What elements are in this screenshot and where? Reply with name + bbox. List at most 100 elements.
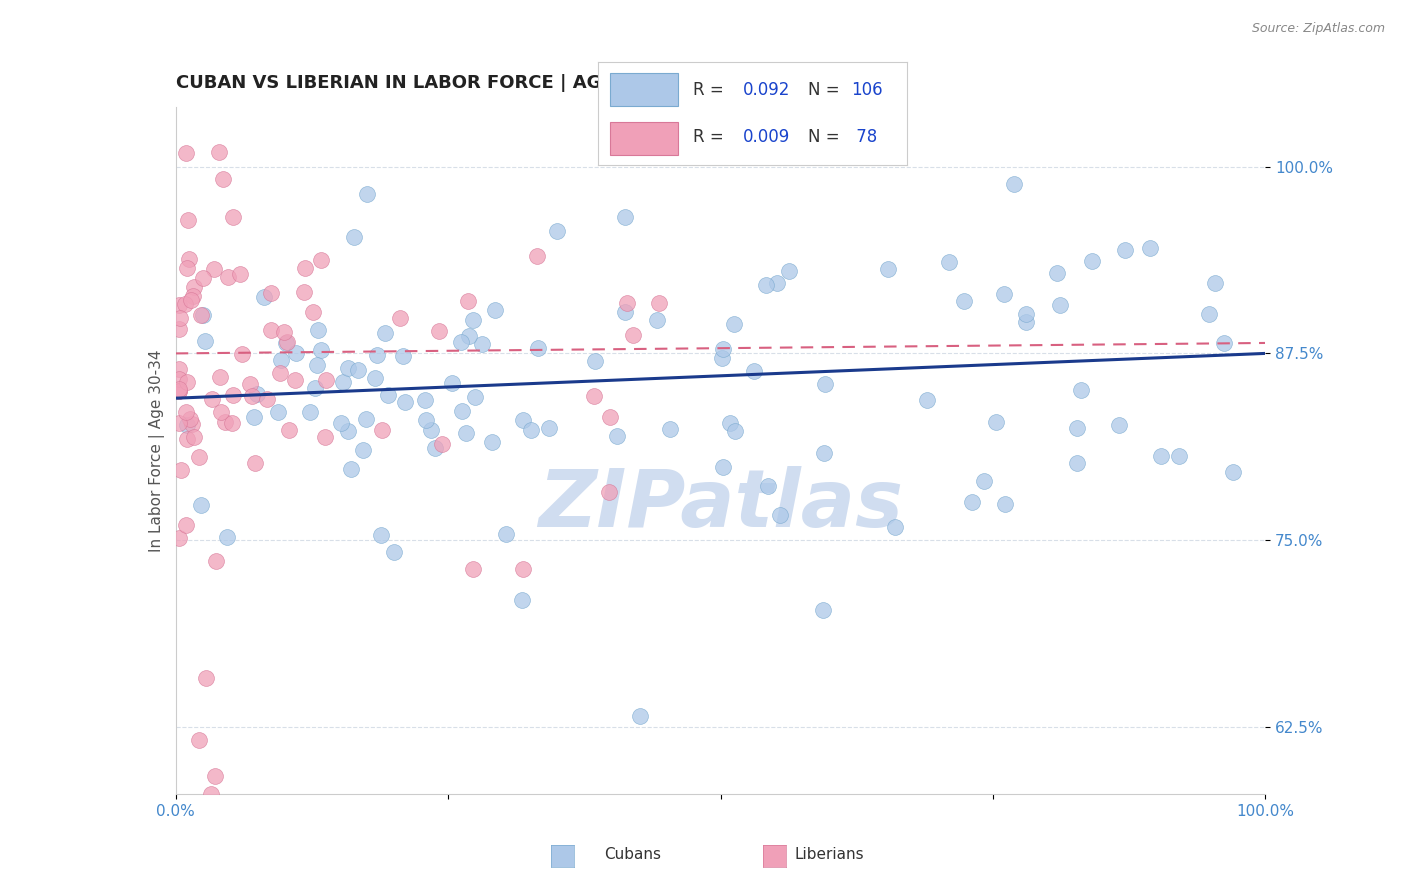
Point	[169, 311, 191, 326]
Point	[176, 432, 198, 446]
Point	[1070, 383, 1092, 397]
Point	[546, 224, 568, 238]
Point	[212, 171, 235, 186]
Point	[394, 395, 416, 409]
Point	[938, 255, 960, 269]
Point	[299, 405, 322, 419]
Point	[260, 323, 283, 337]
Point	[526, 249, 548, 263]
Point	[309, 253, 332, 268]
Point	[188, 450, 211, 465]
Point	[346, 362, 368, 376]
Text: 106: 106	[851, 81, 883, 99]
Point	[260, 286, 283, 301]
Point	[960, 495, 983, 509]
Point	[191, 271, 214, 285]
Point	[340, 462, 363, 476]
Point	[463, 313, 485, 327]
Point	[427, 324, 450, 338]
Point	[512, 413, 534, 427]
Point	[194, 334, 217, 349]
Point	[481, 434, 503, 449]
Point	[294, 260, 316, 275]
Point	[1150, 449, 1173, 463]
Point	[374, 326, 396, 340]
Point	[1222, 465, 1244, 479]
Point	[599, 410, 621, 425]
Point	[356, 187, 378, 202]
Text: N =: N =	[808, 81, 845, 99]
Point	[337, 425, 360, 439]
Point	[389, 310, 412, 325]
Point	[1066, 421, 1088, 435]
Point	[167, 362, 190, 376]
Point	[343, 230, 366, 244]
Point	[273, 326, 295, 340]
Text: Cubans: Cubans	[605, 847, 662, 862]
Point	[276, 334, 298, 349]
Point	[222, 210, 245, 224]
Point	[1081, 254, 1104, 268]
Point	[527, 341, 550, 355]
Point	[176, 405, 198, 419]
Point	[614, 210, 637, 224]
Text: 0.092: 0.092	[742, 81, 790, 99]
Point	[537, 421, 560, 435]
Point	[167, 384, 190, 398]
Point	[190, 498, 212, 512]
Point	[183, 279, 205, 293]
Point	[270, 353, 292, 368]
Point	[364, 370, 387, 384]
Y-axis label: In Labor Force | Age 30-34: In Labor Force | Age 30-34	[149, 349, 165, 552]
Point	[778, 264, 800, 278]
Point	[1014, 315, 1036, 329]
Point	[202, 262, 225, 277]
Point	[221, 416, 243, 430]
Point	[305, 358, 328, 372]
Text: R =: R =	[693, 81, 730, 99]
Point	[176, 417, 198, 432]
Point	[423, 441, 446, 455]
Point	[174, 146, 197, 161]
Point	[1139, 241, 1161, 255]
Point	[269, 366, 291, 380]
Point	[583, 389, 606, 403]
Point	[314, 430, 336, 444]
Point	[214, 415, 236, 429]
Point	[176, 261, 198, 276]
Point	[994, 497, 1017, 511]
Point	[813, 446, 835, 460]
Text: N =: N =	[808, 128, 845, 146]
Point	[167, 372, 190, 386]
Point	[183, 430, 205, 444]
Point	[457, 294, 479, 309]
Bar	[610, 73, 678, 105]
Point	[454, 425, 477, 440]
Point	[215, 530, 238, 544]
Point	[243, 409, 266, 424]
Point	[713, 343, 735, 357]
Point	[167, 382, 190, 396]
Point	[495, 527, 517, 541]
Point	[208, 145, 231, 159]
Point	[463, 562, 485, 576]
Point	[1167, 450, 1189, 464]
Point	[307, 322, 329, 336]
Point	[583, 354, 606, 368]
Point	[953, 293, 976, 308]
Point	[811, 603, 834, 617]
Point	[352, 442, 374, 457]
Point	[240, 389, 263, 403]
Point	[382, 545, 405, 559]
Point	[658, 422, 681, 436]
Point	[167, 322, 190, 336]
Point	[209, 405, 232, 419]
Point	[628, 708, 651, 723]
Point	[231, 346, 253, 360]
Point	[256, 392, 278, 406]
Point	[252, 290, 274, 304]
Point	[176, 518, 198, 533]
Point	[915, 393, 938, 408]
Point	[366, 348, 388, 362]
Point	[377, 388, 399, 402]
